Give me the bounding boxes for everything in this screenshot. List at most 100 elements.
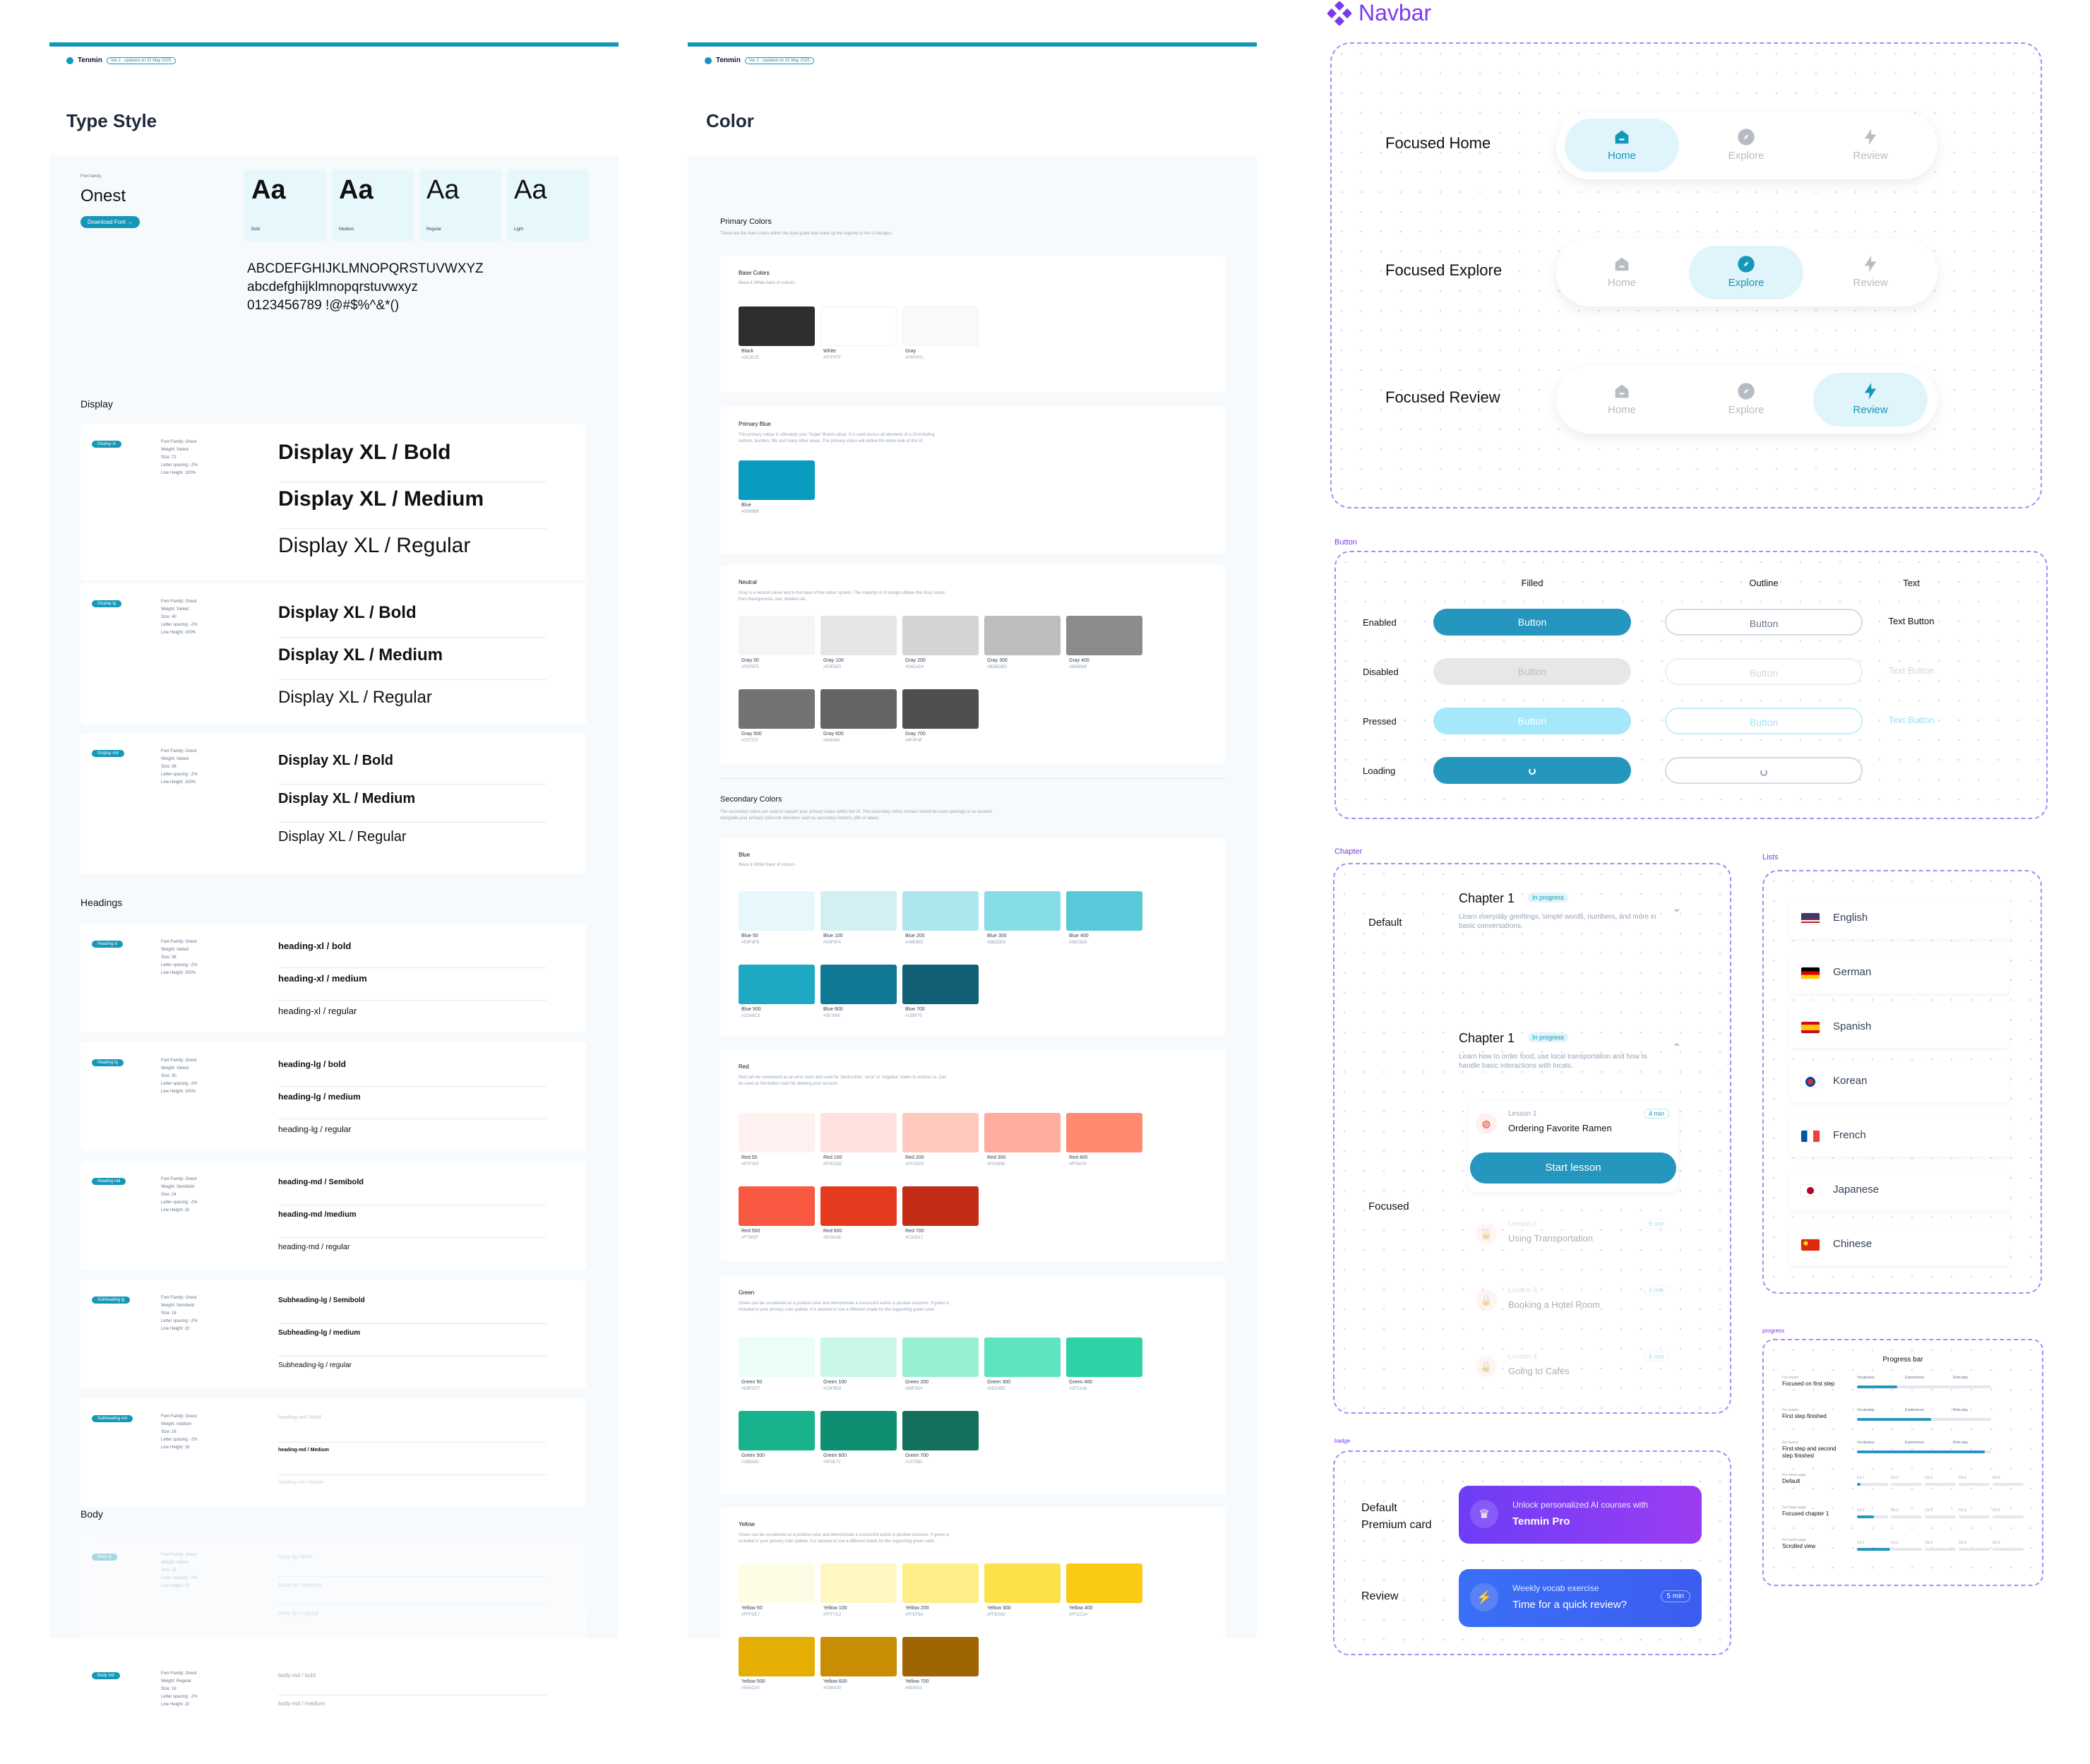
language-item[interactable]: Japanese [1789, 1170, 2010, 1211]
progress-step-label: Vocabulary [1857, 1376, 1875, 1380]
lesson-item[interactable]: 🔒 Lesson 2 Using Transportation 5 min [1469, 1212, 1678, 1268]
lesson-item[interactable]: ◍ Lesson 1 Ordering Favorite Ramen 4 min Sta… [1469, 1102, 1678, 1192]
chapter-card-default[interactable]: Chapter 1 In progress Learn everyday gre… [1459, 891, 1681, 962]
chevron-up-icon[interactable]: ⌃ [1672, 1042, 1682, 1054]
progress-row-label: Default [1782, 1478, 1801, 1484]
language-name: German [1833, 966, 1872, 978]
language-item[interactable]: Spanish [1789, 1007, 2010, 1048]
home-icon [1612, 254, 1632, 274]
chevron-down-icon[interactable]: ⌄ [1672, 902, 1682, 914]
progress-row-label: First step and second step finished [1782, 1446, 1837, 1459]
color-swatch [984, 1113, 1061, 1152]
type-group-card: Subheading lg Font Family: Onest Weight: S… [80, 1280, 586, 1388]
color-swatch [902, 1186, 979, 1226]
progress-title: Progress bar [1882, 1356, 1923, 1364]
swatch-hex: #0099BB [741, 510, 759, 514]
swatch-name: Gray 300 [987, 658, 1008, 663]
filled-button[interactable] [1433, 757, 1631, 784]
outline-button[interactable]: Button [1665, 708, 1863, 734]
type-meta: Line Height: 16 [161, 1446, 190, 1450]
component-icon [1327, 1, 1351, 25]
type-sample: body-lg / bold [278, 1554, 313, 1560]
type-sample: Display XL / Medium [278, 487, 484, 511]
filled-button[interactable]: Button [1433, 658, 1631, 685]
language-item[interactable]: German [1789, 953, 2010, 994]
lock-icon: 🔒 [1476, 1356, 1497, 1377]
nav-item-review[interactable]: Review [1813, 373, 1928, 427]
bolt-icon: ⚡ [1470, 1583, 1498, 1611]
swatch-hex: #16B38D [741, 1460, 760, 1465]
nav-item-label: Explore [1728, 404, 1764, 416]
review-card[interactable]: ⚡ Weekly vocab exercise Time for a quick… [1459, 1569, 1702, 1627]
nav-item-review[interactable]: Review [1813, 119, 1928, 172]
weight-sample: Aa [251, 175, 286, 205]
swatch-name: Red 500 [741, 1229, 760, 1234]
progress-chapter-label: Ch.4 [1959, 1476, 1966, 1480]
nav-item-home[interactable]: Home [1565, 119, 1679, 172]
chapter-card-focused[interactable]: Chapter 1 In progress Learn how to order… [1459, 1031, 1692, 1398]
progress-chapter-label: Ch.3 [1925, 1476, 1933, 1480]
language-item[interactable]: Chinese [1789, 1224, 2010, 1265]
premium-card[interactable]: ♛ Unlock personalized AI courses with Te… [1459, 1486, 1702, 1544]
lesson-item[interactable]: 🔒 Lesson 3 Booking a Hotel Room 5 min [1469, 1278, 1678, 1335]
swatch-name: Gray 700 [905, 732, 926, 737]
text-button[interactable]: Text Button [1888, 715, 1935, 725]
start-lesson-button[interactable]: Start lesson [1470, 1152, 1676, 1184]
swatch-name: Black [741, 349, 754, 354]
swatch-hex: #C9F8E8 [823, 1387, 842, 1391]
nav-item-review[interactable]: Review [1813, 246, 1928, 299]
swatch-hex: #FF8A70 [1069, 1162, 1087, 1167]
swatch-hex: #98F0D4 [905, 1387, 923, 1391]
type-meta: Size: 40 [161, 615, 177, 619]
outline-button[interactable] [1665, 757, 1863, 784]
nav-item-explore[interactable]: Explore [1689, 119, 1803, 172]
language-item[interactable]: English [1789, 898, 2010, 939]
lesson-item[interactable]: 🔒 Lesson 4 Going to Cafes 6 min [1469, 1345, 1678, 1401]
alphabet-lower: abcdefghijklmnopqrstuvwxyz [247, 280, 418, 294]
alphabet-digits: 0123456789 !@#$%^&*() [247, 298, 400, 313]
outline-button[interactable]: Button [1665, 609, 1863, 636]
type-token-chip: Display xl [92, 441, 121, 448]
type-meta: Font Family: Onest [161, 1296, 197, 1300]
swatch-hex: #FFE2DE [823, 1162, 842, 1167]
type-group-card: Heading xl Font Family: Onest Weight: Vari… [80, 924, 586, 1032]
type-meta: Letter spacing: -2% [161, 963, 198, 967]
nav-item-home[interactable]: Home [1565, 246, 1679, 299]
language-item[interactable]: French [1789, 1116, 2010, 1157]
nav-item-explore[interactable]: Explore [1689, 246, 1803, 299]
type-meta: Font Family: Onest [161, 600, 197, 604]
swatch-name: Gray 200 [905, 658, 926, 663]
type-meta: Line Height: 22 [161, 1327, 190, 1331]
color-swatch [984, 1563, 1061, 1603]
nav-item-explore[interactable]: Explore [1689, 373, 1803, 427]
progress-track [1925, 1548, 1956, 1551]
type-meta: Size: 72 [161, 455, 177, 460]
swatch-hex: #FFE04D [987, 1613, 1005, 1617]
state-label: Enabled [1363, 617, 1397, 628]
lesson-time-badge: 5 min [1643, 1219, 1669, 1229]
nav-item-label: Review [1853, 150, 1888, 162]
text-button[interactable]: Text Button [1888, 616, 1935, 626]
frame-top-bar [688, 42, 1257, 47]
swatch-hex: #86DDE8 [987, 941, 1006, 945]
type-meta: Weight: Varied [161, 448, 189, 452]
progress-step-label: Vocabulary [1857, 1441, 1875, 1445]
type-meta: Weight: Regular [161, 1679, 191, 1683]
nav-item-label: Explore [1728, 150, 1764, 162]
text-button[interactable]: Text Button [1888, 665, 1935, 676]
chapter-desc: Learn everyday greetings, simple words, … [1459, 913, 1656, 930]
type-meta: Font Family: Onest [161, 440, 197, 444]
filled-button[interactable]: Button [1433, 609, 1631, 636]
outline-button[interactable]: Button [1665, 658, 1863, 685]
swatch-name: Red 100 [823, 1155, 842, 1160]
nav-item-home[interactable]: Home [1565, 373, 1679, 427]
progress-row-label: Focused on first step [1782, 1381, 1835, 1387]
progress-board: Progress bar For lesson Focused on first … [1762, 1339, 2043, 1586]
language-item[interactable]: Korean [1789, 1061, 2010, 1102]
chapter-board: Default Focused Chapter 1 In progress Le… [1333, 863, 1731, 1414]
type-meta: Size: 16 [161, 1430, 177, 1434]
swatch-hex: #EBFDF7 [741, 1387, 760, 1391]
type-meta: Font Family: Onest [161, 1553, 197, 1557]
download-font-button[interactable]: Download Font → [80, 216, 141, 228]
filled-button[interactable]: Button [1433, 708, 1631, 734]
